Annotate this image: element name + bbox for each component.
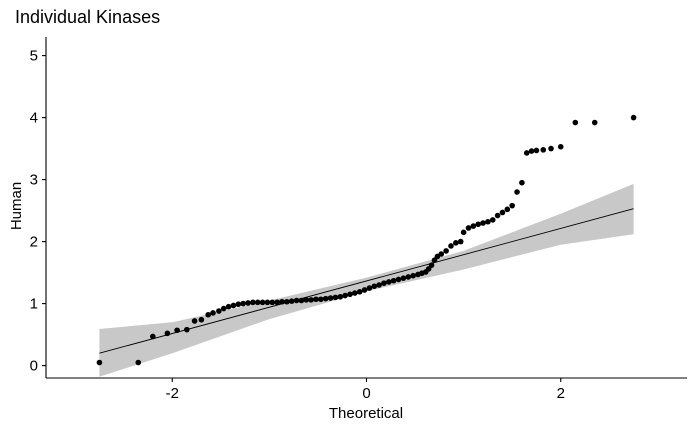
data-point: [533, 147, 540, 154]
data-point: [259, 299, 266, 306]
data-point: [572, 119, 579, 126]
y-axis: 0 1 2 3 4 5: [30, 37, 47, 378]
data-point: [191, 318, 198, 324]
data-point: [322, 295, 329, 302]
data-point: [135, 359, 142, 366]
data-point: [465, 225, 472, 231]
data-point: [528, 148, 535, 154]
y-tick-label: 5: [30, 48, 38, 65]
x-tick-label: -2: [166, 385, 179, 402]
y-tick-label: 3: [30, 172, 38, 189]
x-axis: -2 0 2: [46, 377, 687, 402]
data-point: [318, 296, 324, 303]
data-point: [184, 326, 190, 333]
data-point: [448, 243, 454, 249]
data-point: [269, 299, 276, 306]
data-point: [327, 295, 334, 301]
y-tick-label: 4: [30, 110, 38, 127]
chart-title: Individual Kinases: [15, 7, 160, 27]
data-point: [337, 293, 344, 300]
data-point: [164, 330, 171, 337]
x-tick-label: 0: [362, 385, 370, 402]
data-point: [400, 275, 407, 281]
data-point: [361, 287, 368, 293]
data-point: [405, 274, 412, 280]
data-point: [347, 291, 353, 298]
data-point: [548, 145, 554, 152]
data-point: [489, 217, 496, 223]
data-point: [96, 359, 103, 366]
data-point: [485, 218, 491, 225]
data-point: [254, 299, 261, 306]
data-point: [504, 206, 511, 213]
data-point: [279, 298, 285, 305]
data-point: [293, 297, 300, 304]
confidence-band: [99, 183, 634, 377]
data-point: [235, 301, 242, 308]
data-point: [630, 114, 637, 121]
data-point: [428, 262, 435, 268]
data-point: [220, 305, 227, 312]
data-point: [225, 303, 232, 310]
data-point: [274, 299, 280, 306]
data-point: [371, 283, 378, 290]
data-point: [523, 150, 530, 156]
data-point: [480, 220, 486, 226]
data-point: [308, 297, 314, 303]
y-tick-label: 2: [30, 234, 38, 251]
data-point: [210, 310, 216, 316]
data-point: [443, 248, 449, 254]
data-point: [198, 316, 205, 323]
data-point: [298, 297, 305, 304]
data-point: [205, 311, 211, 318]
data-point: [453, 240, 459, 246]
data-point: [284, 298, 290, 305]
data-point: [245, 300, 251, 306]
x-axis-title: Theoretical: [329, 405, 403, 422]
data-point: [410, 272, 416, 279]
data-point: [240, 300, 246, 307]
data-point: [216, 308, 222, 314]
data-point: [356, 289, 363, 295]
data-point: [509, 202, 515, 209]
data-point: [438, 251, 445, 257]
data-point: [250, 299, 256, 306]
data-point: [475, 221, 481, 228]
data-point: [460, 229, 467, 236]
y-axis-title: Human: [8, 182, 25, 230]
data-point: [514, 189, 520, 195]
data-point: [376, 282, 382, 288]
data-point: [174, 327, 180, 334]
data-point: [390, 277, 397, 284]
data-point: [381, 280, 387, 286]
data-point: [395, 276, 402, 283]
data-point: [366, 285, 373, 291]
data-point: [494, 212, 501, 219]
data-point: [457, 238, 464, 245]
data-point: [386, 279, 392, 285]
data-point: [591, 119, 598, 126]
plot-area: [96, 114, 637, 377]
data-point: [540, 147, 547, 153]
y-tick-label: 1: [30, 296, 38, 313]
data-point: [342, 292, 348, 299]
data-point: [470, 223, 477, 229]
data-point: [150, 333, 156, 340]
x-tick-label: 2: [557, 385, 565, 402]
data-point: [313, 296, 319, 303]
data-point: [303, 297, 310, 303]
data-point: [288, 298, 295, 304]
data-point: [332, 294, 339, 301]
data-point: [352, 290, 358, 296]
data-point: [499, 209, 506, 216]
data-point: [264, 299, 271, 306]
y-tick-label: 0: [30, 358, 38, 375]
data-point: [519, 179, 525, 186]
data-point: [557, 143, 564, 150]
data-point: [230, 302, 237, 309]
